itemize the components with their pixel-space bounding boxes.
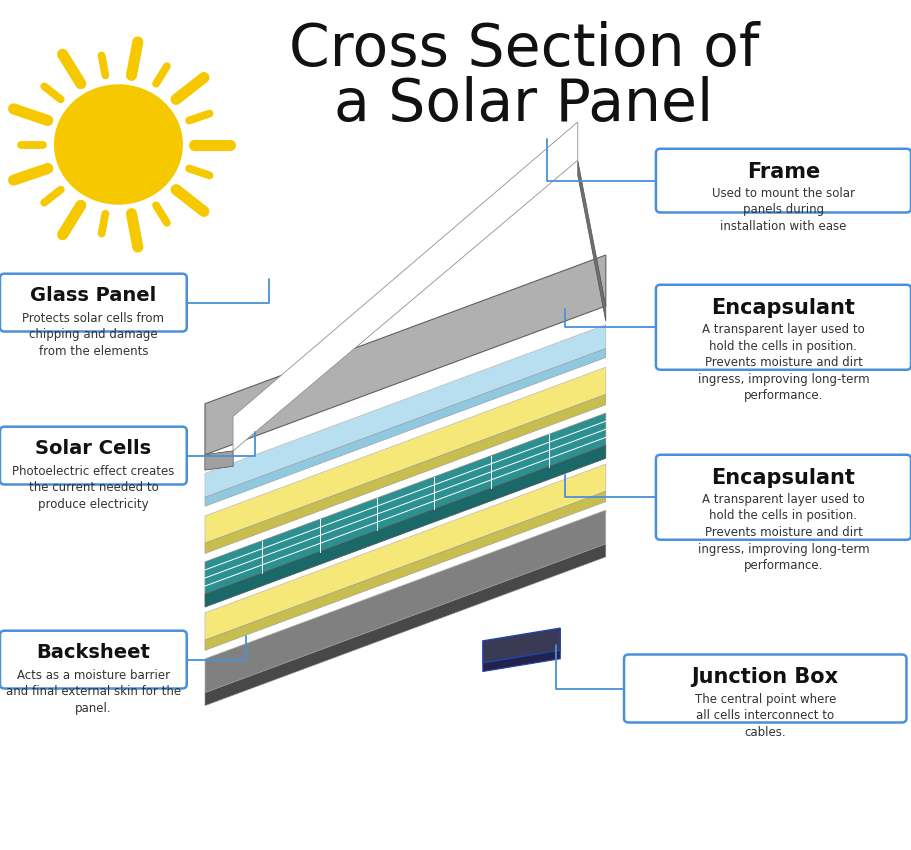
Polygon shape xyxy=(205,413,606,594)
Circle shape xyxy=(55,85,182,204)
Polygon shape xyxy=(205,464,606,640)
Text: Frame: Frame xyxy=(747,162,820,182)
Polygon shape xyxy=(578,161,606,321)
Text: Acts as a moisture barrier
and final external skin for the
panel.: Acts as a moisture barrier and final ext… xyxy=(5,669,181,715)
Text: Junction Box: Junction Box xyxy=(691,667,839,688)
Polygon shape xyxy=(205,510,606,693)
Text: Used to mount the solar
panels during
installation with ease: Used to mount the solar panels during in… xyxy=(712,187,855,233)
Text: Encapsulant: Encapsulant xyxy=(711,468,855,488)
Polygon shape xyxy=(205,255,606,455)
Text: Solar Cells: Solar Cells xyxy=(36,439,151,458)
Polygon shape xyxy=(205,544,606,706)
Text: Photoelectric effect creates
the current needed to
produce electricity: Photoelectric effect creates the current… xyxy=(12,465,175,511)
Polygon shape xyxy=(205,325,606,497)
Text: The central point where
all cells interconnect to
cables.: The central point where all cells interc… xyxy=(694,693,836,739)
Text: Backsheet: Backsheet xyxy=(36,643,150,662)
Text: Encapsulant: Encapsulant xyxy=(711,298,855,318)
Text: Glass Panel: Glass Panel xyxy=(30,286,157,305)
Polygon shape xyxy=(483,650,560,672)
FancyBboxPatch shape xyxy=(0,274,187,332)
Text: A transparent layer used to
hold the cells in position.
Prevents moisture and di: A transparent layer used to hold the cel… xyxy=(698,323,869,402)
Polygon shape xyxy=(205,491,606,650)
FancyBboxPatch shape xyxy=(624,654,906,722)
Polygon shape xyxy=(205,394,606,553)
Polygon shape xyxy=(205,450,233,470)
Text: A transparent layer used to
hold the cells in position.
Prevents moisture and di: A transparent layer used to hold the cel… xyxy=(698,493,869,572)
Polygon shape xyxy=(233,122,578,450)
FancyBboxPatch shape xyxy=(656,285,911,370)
Polygon shape xyxy=(205,450,233,470)
Polygon shape xyxy=(205,367,606,543)
Text: a Solar Panel: a Solar Panel xyxy=(334,76,713,133)
Text: Cross Section of: Cross Section of xyxy=(289,21,759,78)
FancyBboxPatch shape xyxy=(0,631,187,689)
Polygon shape xyxy=(483,628,560,663)
Polygon shape xyxy=(205,348,606,507)
Text: Protects solar cells from
chipping and damage
from the elements: Protects solar cells from chipping and d… xyxy=(23,312,164,358)
FancyBboxPatch shape xyxy=(656,455,911,540)
FancyBboxPatch shape xyxy=(656,149,911,212)
Polygon shape xyxy=(205,445,606,607)
FancyBboxPatch shape xyxy=(0,427,187,484)
